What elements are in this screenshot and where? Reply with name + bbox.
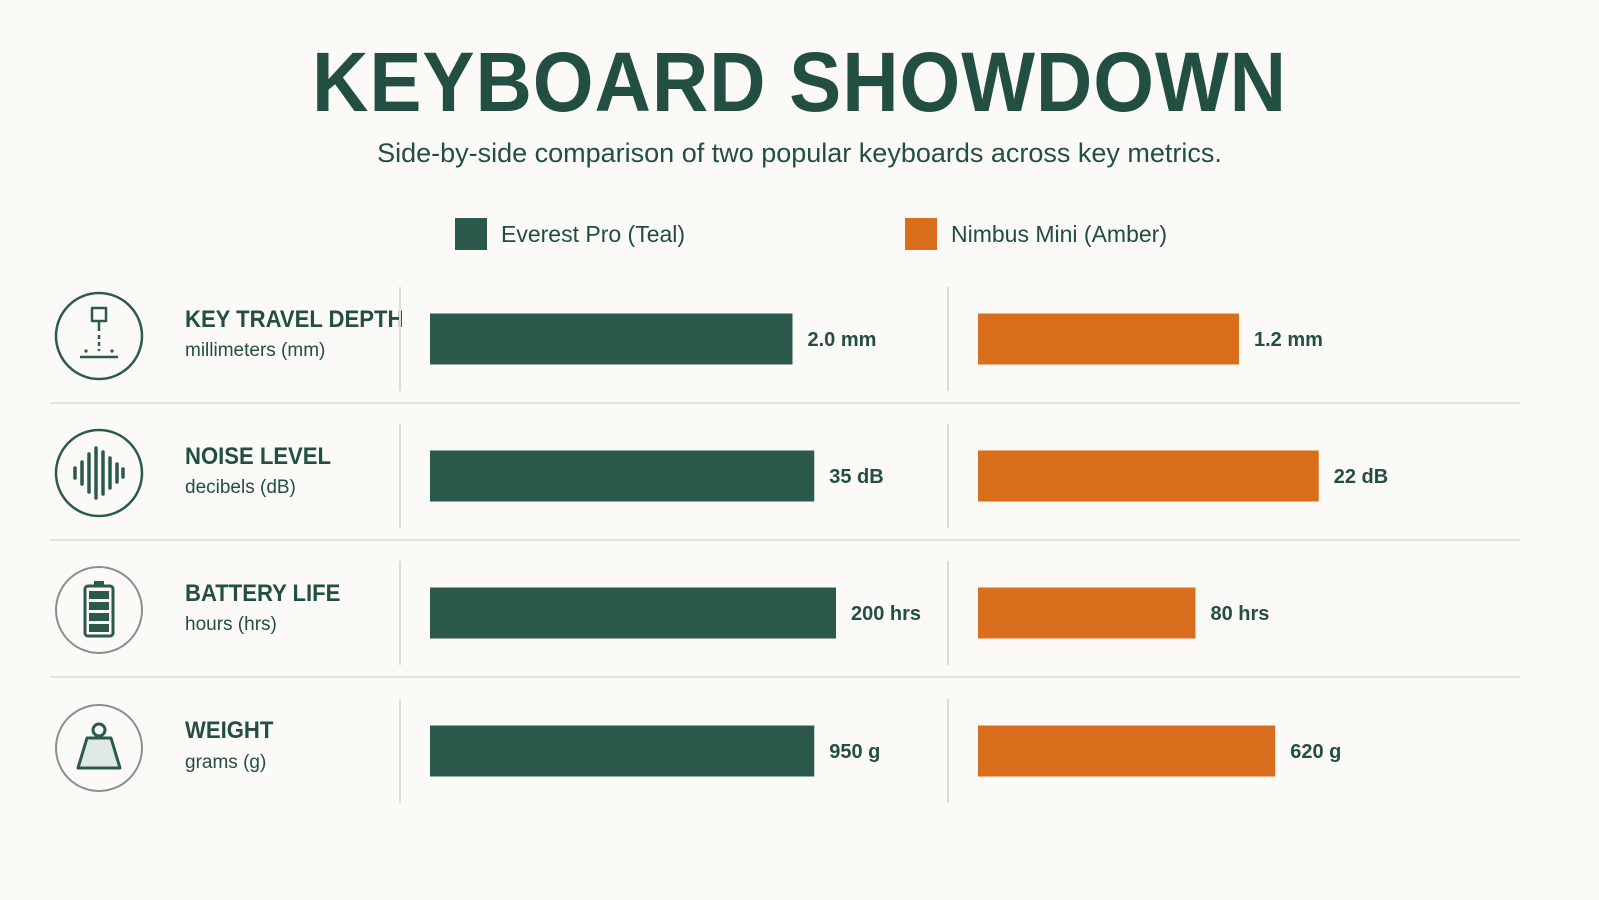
metric-title-battery: BATTERY LIFE [185,580,341,607]
bar-nimbus-0 [978,313,1239,365]
bar-nimbus-1 [978,450,1319,502]
data-label-everest-2: 200 hrs [851,603,921,625]
weight-icon [54,703,144,793]
bar-nimbus-3 [978,725,1276,777]
legend-swatch-nimbus [905,218,937,250]
battery-icon [54,565,144,655]
metric-unit-battery: hours (hrs) [185,614,277,635]
data-label-nimbus-1: 22 dB [1334,466,1388,488]
sound-wave-icon [54,428,144,518]
legend-swatch-everest [455,218,487,250]
metric-title-noise: NOISE LEVEL [185,443,332,470]
chart-title: KEYBOARD SHOWDOWN [312,35,1287,129]
bar-everest-2 [430,587,836,639]
metric-title-weight: WEIGHT [185,717,274,744]
metric-title-key-travel: KEY TRAVEL DEPTH [185,306,404,333]
bar-everest-3 [430,725,815,777]
data-label-everest-0: 2.0 mm [808,329,877,351]
bar-everest-1 [430,450,815,502]
legend-label-nimbus: Nimbus Mini (Amber) [951,220,1167,247]
data-label-nimbus-0: 1.2 mm [1254,329,1323,351]
chart-subtitle: Side-by-side comparison of two popular k… [377,138,1222,168]
data-label-everest-3: 950 g [829,741,880,763]
metric-unit-weight: grams (g) [185,752,267,773]
legend-item-everest: Everest Pro (Teal) [455,218,685,250]
bar-nimbus-2 [978,587,1196,639]
metric-unit-noise: decibels (dB) [185,477,296,498]
bar-everest-0 [430,313,793,365]
key-travel-icon [54,291,144,381]
legend-item-nimbus: Nimbus Mini (Amber) [905,218,1167,250]
legend-label-everest: Everest Pro (Teal) [501,220,686,247]
data-label-nimbus-2: 80 hrs [1211,603,1270,625]
data-label-nimbus-3: 620 g [1290,741,1341,763]
data-label-everest-1: 35 dB [829,466,883,488]
metric-unit-key-travel: millimeters (mm) [185,340,326,361]
